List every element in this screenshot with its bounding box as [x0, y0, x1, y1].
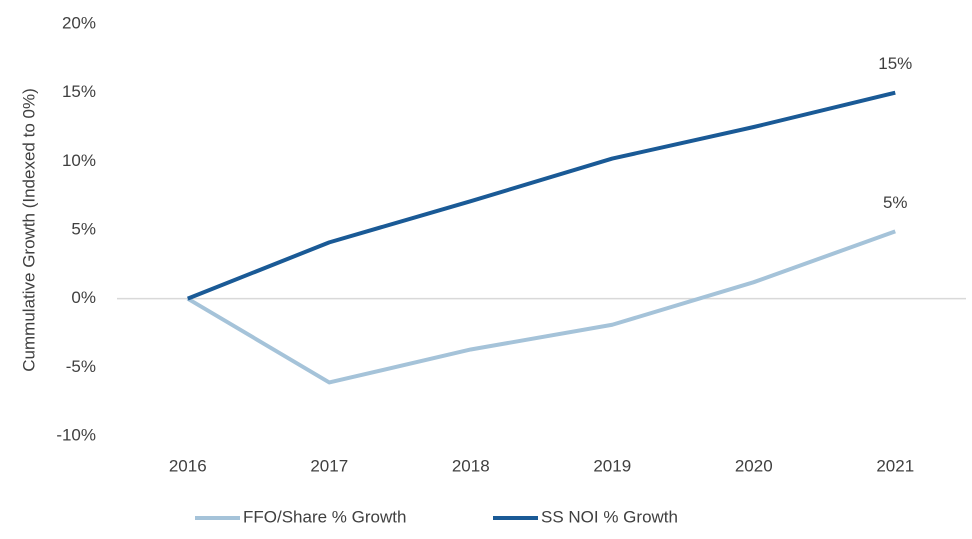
- y-tick-label: 0%: [71, 288, 96, 307]
- data-label: 5%: [883, 193, 908, 212]
- y-tick-label: 10%: [62, 151, 96, 170]
- legend-label: FFO/Share % Growth: [243, 507, 406, 526]
- x-tick-label: 2019: [593, 456, 631, 475]
- y-tick-label: 5%: [71, 219, 96, 238]
- y-tick-label: -5%: [66, 357, 96, 376]
- x-tick-label: 2020: [735, 456, 773, 475]
- y-tick-label: 15%: [62, 82, 96, 101]
- data-label: 15%: [878, 54, 912, 73]
- x-tick-label: 2017: [310, 456, 348, 475]
- y-tick-label: 20%: [62, 13, 96, 32]
- y-axis-title: Cummulative Growth (Indexed to 0%): [19, 88, 38, 371]
- legend-label: SS NOI % Growth: [541, 507, 678, 526]
- series-line: [187, 90, 896, 301]
- x-tick-label: 2018: [452, 456, 490, 475]
- x-tick-label: 2016: [169, 456, 207, 475]
- x-tick-label: 2021: [876, 456, 914, 475]
- y-tick-label: -10%: [56, 425, 96, 444]
- series-line: [186, 229, 896, 385]
